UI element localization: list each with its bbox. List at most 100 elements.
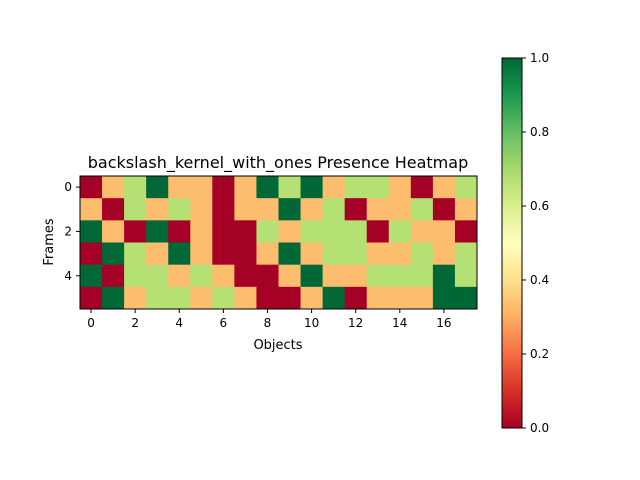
heatmap-cell (322, 286, 346, 310)
heatmap-cell (388, 176, 412, 199)
chart-title: backslash_kernel_with_ones Presence Heat… (88, 153, 468, 173)
heatmap-cell (168, 220, 191, 243)
heatmap-cell (190, 220, 213, 243)
heatmap-cell (432, 286, 456, 310)
heatmap-cell (80, 198, 103, 221)
heatmap-cell (124, 242, 147, 266)
heatmap-cell (366, 286, 390, 310)
heatmap-cell (366, 242, 390, 266)
heatmap-cell (80, 220, 103, 243)
heatmap-cell (278, 242, 301, 266)
heatmap-cell (168, 176, 191, 199)
heatmap-cell (124, 264, 147, 288)
heatmap-cell (344, 242, 368, 266)
heatmap-cell (300, 198, 324, 221)
x-tick-label: 8 (264, 316, 272, 330)
heatmap-cell (234, 220, 257, 243)
heatmap-cell (256, 264, 279, 288)
heatmap-cell (80, 264, 103, 288)
heatmap-cell (410, 220, 434, 243)
heatmap-cell (212, 264, 235, 288)
heatmap-cell (212, 242, 235, 266)
heatmap-cell (322, 198, 346, 221)
heatmap-cell (454, 176, 478, 199)
x-tick-label: 0 (87, 316, 95, 330)
heatmap-cell (300, 286, 324, 310)
heatmap-cell (454, 264, 478, 288)
heatmap-cell (322, 220, 346, 243)
heatmap-cell (278, 198, 301, 221)
y-tick-label: 4 (64, 269, 72, 283)
heatmap-cell (234, 286, 257, 310)
heatmap-cell (102, 176, 125, 199)
heatmap-cell (432, 198, 456, 221)
y-tick-label: 0 (64, 180, 72, 194)
heatmap-cell (212, 198, 235, 221)
heatmap-cell (146, 198, 169, 221)
heatmap-cells (80, 176, 478, 310)
heatmap-cell (234, 264, 257, 288)
heatmap-cell (190, 198, 213, 221)
heatmap-cell (146, 242, 169, 266)
plot-frame (79, 175, 478, 310)
colorbar-ticks: 0.0 0.2 0.4 0.6 0.8 1.0 (522, 51, 549, 435)
heatmap-cell (388, 198, 412, 221)
colorbar-tick-label: 1.0 (530, 51, 549, 65)
heatmap-cell (168, 286, 191, 310)
heatmap-cell (212, 176, 235, 199)
heatmap-cell (102, 198, 125, 221)
x-axis-ticks: 0 2 4 6 8 10 12 14 16 (87, 309, 452, 330)
heatmap-cell (124, 176, 147, 199)
heatmap-cell (234, 176, 257, 199)
heatmap-cell (344, 176, 368, 199)
heatmap-cell (366, 176, 390, 199)
heatmap-cell (278, 286, 301, 310)
heatmap-cell (124, 220, 147, 243)
heatmap-cell (190, 286, 213, 310)
x-tick-label: 16 (436, 316, 451, 330)
heatmap-cell (190, 242, 213, 266)
heatmap-cell (388, 286, 412, 310)
colorbar-tick-label: 0.8 (530, 125, 549, 139)
heatmap-cell (300, 220, 324, 243)
heatmap-cell (256, 198, 279, 221)
heatmap-cell (102, 264, 125, 288)
heatmap-cell (388, 264, 412, 288)
heatmap-cell (410, 242, 434, 266)
heatmap-cell (278, 264, 301, 288)
heatmap-cell (278, 220, 301, 243)
heatmap-cell (146, 176, 169, 199)
heatmap-cell (454, 198, 478, 221)
heatmap-cell (410, 286, 434, 310)
heatmap-cell (344, 198, 368, 221)
heatmap-cell (146, 264, 169, 288)
heatmap-cell (300, 264, 324, 288)
x-tick-label: 6 (220, 316, 228, 330)
colorbar-tick-label: 0.0 (530, 421, 549, 435)
heatmap-cell (454, 220, 478, 243)
heatmap-cell (344, 220, 368, 243)
heatmap-cell (102, 242, 125, 266)
colorbar (501, 57, 523, 429)
heatmap-cell (278, 176, 301, 199)
heatmap-cell (432, 242, 456, 266)
heatmap-cell (256, 242, 279, 266)
heatmap-cell (212, 286, 235, 310)
heatmap-cell (124, 286, 147, 310)
heatmap-cell (168, 198, 191, 221)
heatmap-cell (168, 242, 191, 266)
heatmap-cell (234, 198, 257, 221)
heatmap-cell (322, 264, 346, 288)
colorbar-tick-label: 0.6 (530, 199, 549, 213)
heatmap-cell (410, 264, 434, 288)
heatmap-cell (80, 286, 103, 310)
y-axis-ticks: 0 2 4 (64, 180, 80, 283)
heatmap-cell (454, 242, 478, 266)
heatmap-cell (80, 176, 103, 199)
heatmap-cell (256, 220, 279, 243)
heatmap-cell (344, 264, 368, 288)
y-tick-label: 2 (64, 224, 72, 238)
heatmap-cell (344, 286, 368, 310)
heatmap-cell (256, 176, 279, 199)
